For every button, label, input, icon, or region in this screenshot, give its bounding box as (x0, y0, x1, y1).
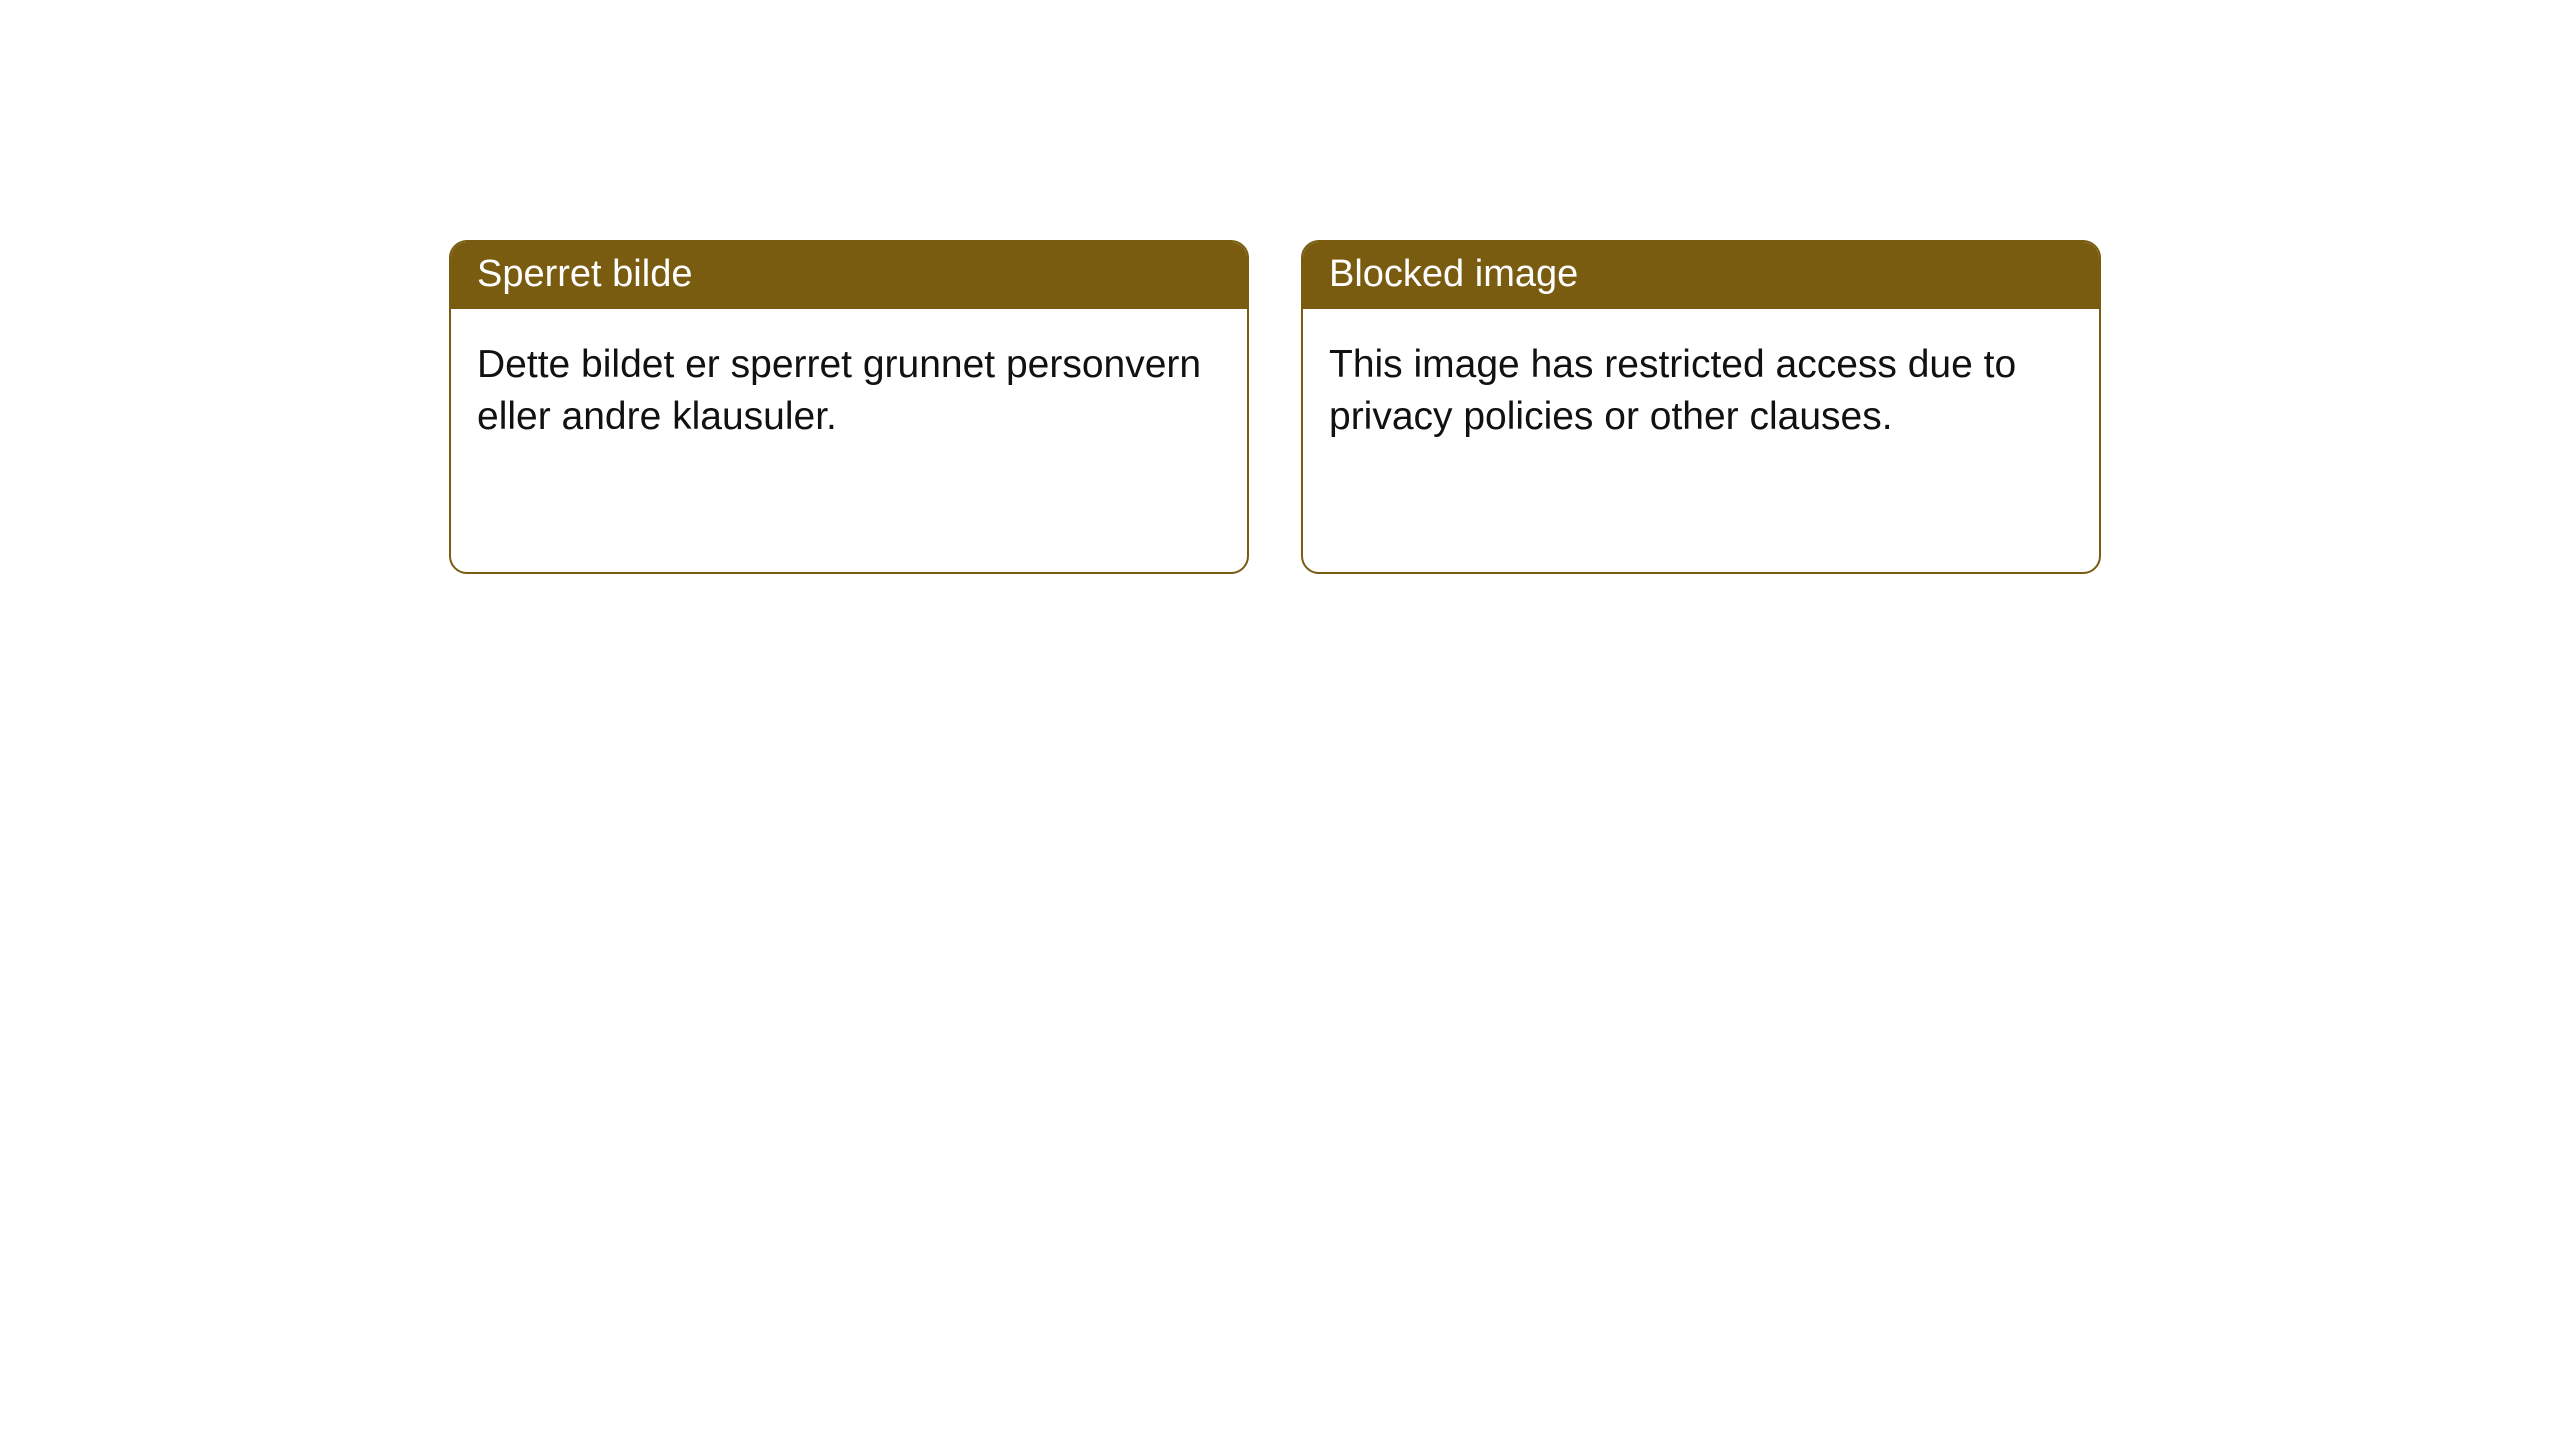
notice-card-title: Sperret bilde (477, 253, 692, 295)
notice-card-body: Dette bildet er sperret grunnet personve… (451, 309, 1247, 472)
notice-card-text: Dette bildet er sperret grunnet personve… (477, 343, 1201, 437)
notice-card-norwegian: Sperret bilde Dette bildet er sperret gr… (449, 240, 1249, 574)
notice-card-english: Blocked image This image has restricted … (1301, 240, 2101, 574)
notice-card-title: Blocked image (1329, 253, 1578, 295)
notice-card-header: Sperret bilde (451, 242, 1247, 309)
notice-card-body: This image has restricted access due to … (1303, 309, 2099, 472)
notice-card-text: This image has restricted access due to … (1329, 343, 2016, 437)
notice-card-header: Blocked image (1303, 242, 2099, 309)
notice-cards-container: Sperret bilde Dette bildet er sperret gr… (449, 240, 2101, 574)
